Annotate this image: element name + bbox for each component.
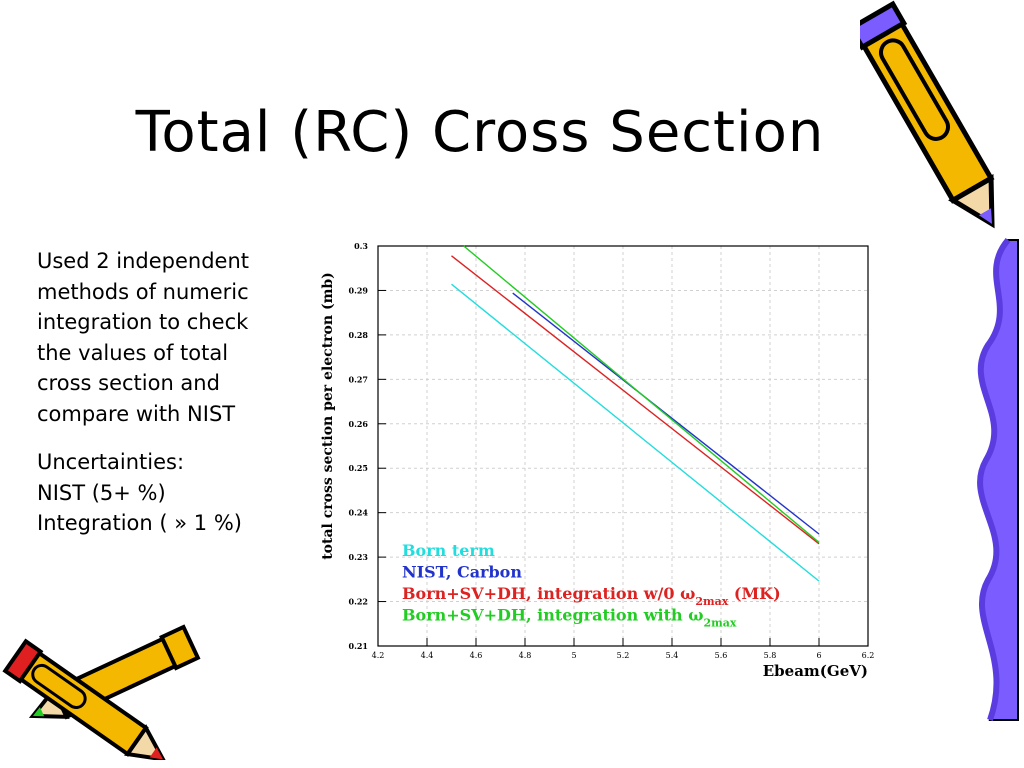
bullet-line: Integration ( » 1 %)	[37, 511, 242, 535]
bullet-line: NIST (5+ %)	[37, 480, 166, 505]
x-tick-label: 6.2	[862, 651, 875, 660]
pencil-icon	[860, 0, 995, 229]
y-tick-label: 0.3	[354, 241, 368, 251]
series-line	[451, 255, 820, 545]
squiggle-border-icon	[977, 238, 1019, 721]
y-tick-label: 0.29	[349, 285, 369, 295]
cross-section-chart: 4.2 4.4 4.6 4.8 5 5.2 5.4 5.6 5.8 6 6.2 0.21 0.22 0.2…	[310, 228, 890, 688]
bullet-line: compare with NIST	[37, 401, 236, 426]
x-tick-label: 4.4	[421, 651, 434, 660]
y-tick-label: 0.23	[349, 552, 369, 562]
bullet-text: Used 2 independent methods of numeric in…	[37, 246, 297, 557]
slide-title: Total (RC) Cross Section	[135, 100, 825, 165]
y-tick-label: 0.25	[349, 463, 368, 473]
bullet-line: Uncertainties:	[37, 450, 185, 474]
chart-svg: 4.2 4.4 4.6 4.8 5 5.2 5.4 5.6 5.8 6 6.2 0.21 0.22 0.2…	[320, 241, 875, 680]
y-tick-label: 0.26	[349, 419, 369, 429]
y-tick-label: 0.28	[349, 330, 369, 340]
x-tick-label: 4.2	[372, 651, 385, 660]
bullet-line: Used 2 independent	[37, 249, 250, 273]
legend-entry: NIST, Carbon	[402, 563, 522, 582]
x-tick-label: 5.2	[617, 651, 630, 660]
x-tick-label: 5.4	[666, 651, 679, 660]
x-tick-label: 5.8	[764, 651, 777, 660]
series-line	[451, 283, 820, 582]
x-tick-label: 4.8	[519, 651, 532, 660]
y-tick-label: 0.27	[349, 374, 368, 384]
y-tick-label: 0.22	[349, 597, 368, 607]
x-tick-label: 5.6	[715, 651, 728, 660]
x-tick-label: 4.6	[470, 651, 483, 660]
series-line	[463, 245, 820, 543]
crossed-pencils-icon	[2, 624, 201, 760]
series-line	[512, 292, 820, 535]
y-tick-label: 0.21	[349, 641, 368, 651]
x-tick-label: 5	[571, 651, 576, 660]
x-axis-label: Ebeam(GeV)	[763, 662, 868, 680]
bullet-line: the values of total	[37, 340, 229, 365]
legend-entry: Born term	[402, 541, 495, 560]
legend-entry: Born+SV+DH, integration w/0 ω2max (MK)	[402, 584, 781, 608]
x-tick-label: 6	[816, 651, 821, 660]
bullet-paragraph-methods: Used 2 independent methods of numeric in…	[37, 246, 297, 429]
bullet-paragraph-uncertainties: Uncertainties: NIST (5+ %) Integration (…	[37, 447, 297, 539]
y-tick-label: 0.24	[349, 508, 369, 518]
bullet-line: methods of numeric	[37, 279, 249, 304]
legend-entry: Born+SV+DH, integration with ω2max	[402, 606, 737, 630]
bullet-line: cross section and	[37, 371, 220, 395]
bullet-line: integration to check	[37, 310, 249, 334]
y-axis-label: total cross section per electron (mb)	[320, 272, 336, 560]
